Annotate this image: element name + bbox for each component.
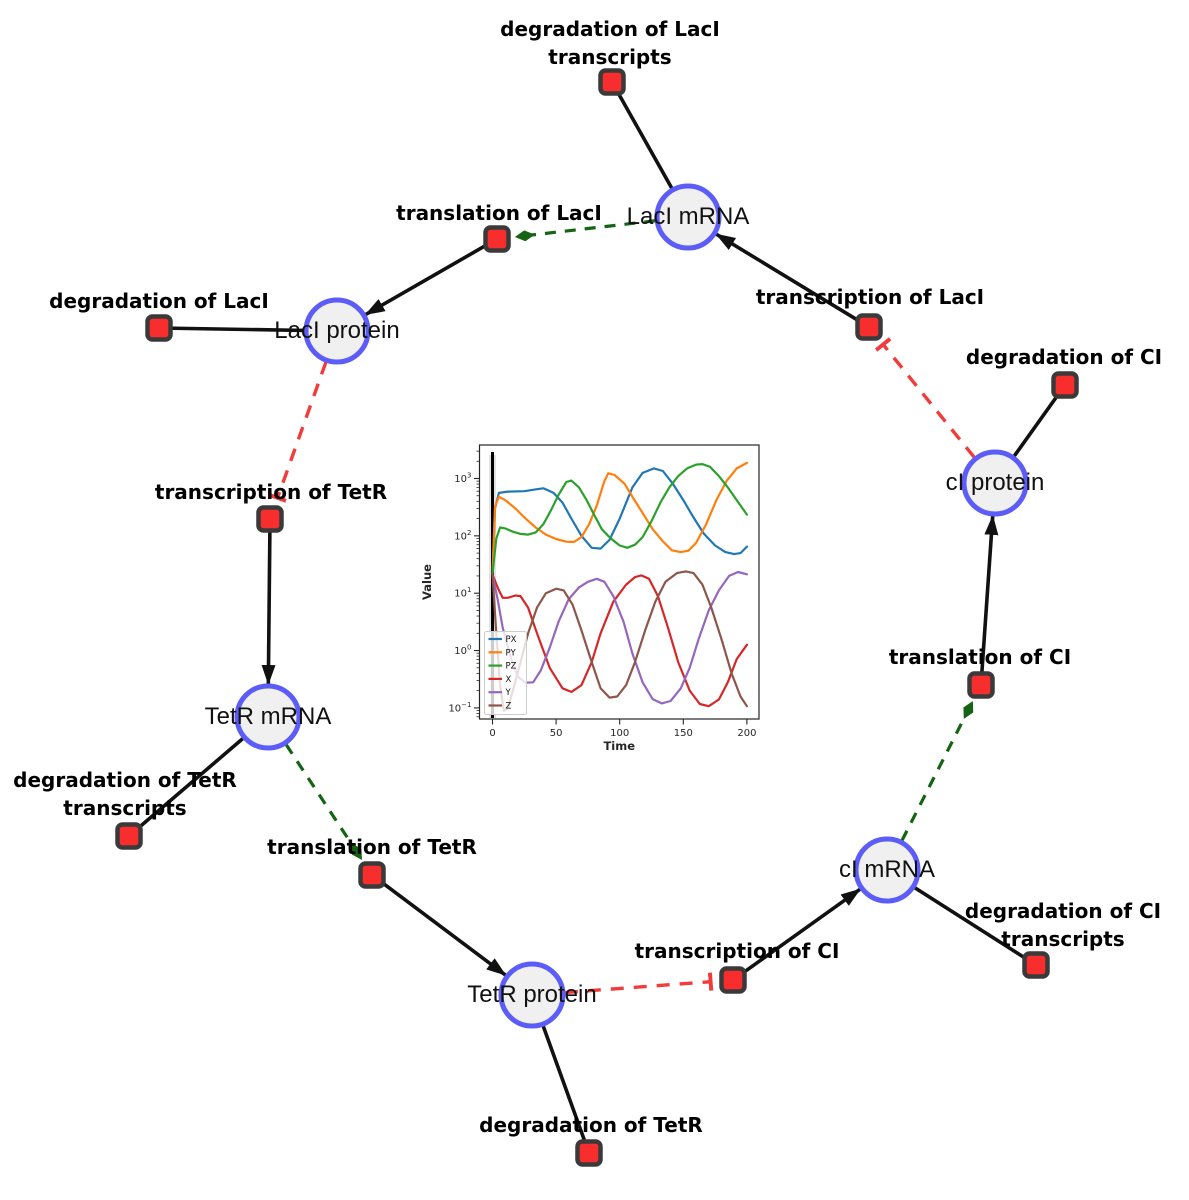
x-tick-label: 50 — [550, 728, 563, 739]
reaction-node-deg-laci[interactable] — [145, 314, 173, 342]
y-tick-label: 100 — [454, 644, 471, 658]
nodes-layer — [115, 68, 1079, 1167]
chart-series-PX — [491, 467, 748, 575]
y-tick-label: 101 — [454, 586, 471, 600]
edge-modifier-ci-mrna-to-translation-ci — [900, 701, 974, 842]
edge-production-translation-tetr-to-tetr-protein — [378, 879, 507, 977]
reaction-node-translation-laci[interactable] — [483, 225, 511, 253]
legend-label-Z: Z — [506, 702, 512, 712]
y-tick-label: 102 — [454, 529, 471, 543]
chart-y-axis-label: Value — [420, 564, 434, 600]
reaction-node-transcription-laci[interactable] — [855, 313, 883, 341]
species-node-ci-mrna[interactable] — [853, 836, 921, 904]
edge-production-transcription-laci-to-laci-mrna — [715, 232, 862, 324]
species-node-ci-protein[interactable] — [961, 449, 1029, 517]
reaction-node-deg-tetr-transcripts[interactable] — [115, 822, 143, 850]
y-tick-label: 10−1 — [448, 701, 471, 715]
reaction-node-deg-ci-transcripts[interactable] — [1022, 951, 1050, 979]
legend-label-X: X — [506, 675, 512, 685]
reaction-node-deg-laci-transcripts[interactable] — [598, 68, 626, 96]
reaction-node-translation-tetr[interactable] — [358, 861, 386, 889]
legend-label-PY: PY — [506, 648, 517, 658]
edge-inhibition-tetr-protein-to-transcription-ci — [564, 972, 714, 995]
species-node-tetr-mrna[interactable] — [234, 683, 302, 751]
species-node-laci-mrna[interactable] — [654, 183, 722, 251]
chart-x-axis-label: Time — [603, 739, 635, 753]
edge-inhibition-laci-protein-to-transcription-tetr — [268, 361, 328, 503]
species-node-tetr-protein[interactable] — [498, 961, 566, 1029]
chart-series-PZ — [491, 463, 748, 575]
species-node-laci-protein[interactable] — [303, 297, 371, 365]
legend-label-PX: PX — [506, 635, 517, 645]
edge-production-transcription-tetr-to-tetr-mrna — [261, 528, 276, 686]
edge-production-translation-ci-to-ci-protein — [979, 514, 999, 676]
x-tick-label: 200 — [737, 728, 756, 739]
inset-chart: 103 102 101 100 10−1 0 50 100 150 200 Time Value PX P… — [420, 444, 760, 753]
x-tick-label: 100 — [610, 728, 629, 739]
edge-production-translation-laci-to-laci-protein — [364, 242, 490, 317]
legend-label-PZ: PZ — [506, 662, 517, 672]
edge-production-transcription-ci-to-ci-mrna — [740, 887, 862, 976]
reaction-node-deg-tetr[interactable] — [575, 1139, 603, 1167]
reaction-node-transcription-ci[interactable] — [719, 966, 747, 994]
reaction-node-transcription-tetr[interactable] — [256, 505, 284, 533]
edge-modifier-laci-mrna-to-translation-laci — [514, 219, 656, 242]
edge-modifier-tetr-mrna-to-translation-tetr — [284, 743, 363, 860]
x-tick-label: 150 — [674, 728, 693, 739]
reaction-node-deg-ci[interactable] — [1051, 371, 1079, 399]
x-tick-label: 0 — [489, 728, 495, 739]
chart-series-X — [491, 573, 748, 708]
legend-label-Y: Y — [505, 688, 512, 698]
y-tick-label: 103 — [454, 472, 471, 486]
reaction-node-translation-ci[interactable] — [967, 671, 995, 699]
edge-inhibition-ci-protein-to-transcription-laci — [874, 337, 976, 459]
chart-series-PY — [491, 461, 748, 575]
